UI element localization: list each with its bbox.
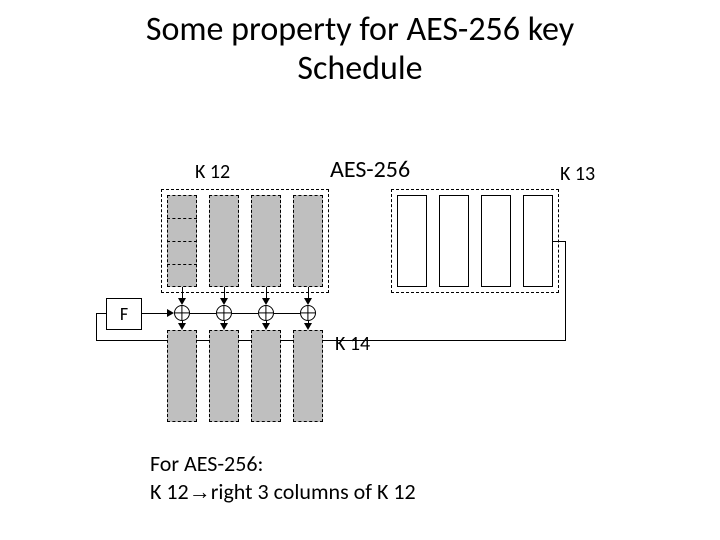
arrowhead-down-icon bbox=[178, 323, 186, 330]
k12-col-2 bbox=[251, 195, 281, 287]
xor-icon bbox=[258, 305, 274, 321]
caption-line1: For AES-256: bbox=[150, 450, 263, 477]
caption-line2-prefix: K 12 bbox=[150, 478, 189, 505]
label-k13: K 13 bbox=[560, 162, 595, 186]
arrow-right-icon: → bbox=[189, 479, 211, 504]
k12-col-0-tick bbox=[167, 218, 197, 219]
wire bbox=[96, 313, 97, 340]
arrowhead-down-icon bbox=[262, 298, 270, 305]
k12-col-0-tick bbox=[167, 264, 197, 265]
page-title: Some property for AES-256 key Schedule bbox=[80, 10, 640, 88]
label-center: AES-256 bbox=[330, 155, 410, 184]
k13-col-2 bbox=[481, 195, 511, 287]
wire bbox=[190, 313, 216, 314]
wire bbox=[553, 241, 566, 242]
arrowhead-down-icon bbox=[178, 298, 186, 305]
k13-col-0 bbox=[397, 195, 427, 287]
arrowhead-down-icon bbox=[262, 323, 270, 330]
arrowhead-down-icon bbox=[304, 323, 312, 330]
arrowhead-down-icon bbox=[220, 323, 228, 330]
f-box: F bbox=[106, 298, 142, 330]
label-k12: K 12 bbox=[195, 160, 230, 184]
k14-col-1 bbox=[209, 330, 239, 422]
wire bbox=[232, 313, 258, 314]
caption-line2-suffix: right 3 columns of K 12 bbox=[211, 478, 416, 505]
wire bbox=[274, 313, 300, 314]
xor-icon bbox=[216, 305, 232, 321]
k12-col-1 bbox=[209, 195, 239, 287]
wire bbox=[142, 313, 168, 314]
k14-col-2 bbox=[251, 330, 281, 422]
k12-col-0-tick bbox=[167, 241, 197, 242]
k12-col-3 bbox=[293, 195, 323, 287]
arrowhead-down-icon bbox=[220, 298, 228, 305]
k14-col-3 bbox=[293, 330, 323, 422]
caption: For AES-256: K 12→right 3 columns of K 1… bbox=[150, 450, 416, 505]
k14-col-0 bbox=[167, 330, 197, 422]
xor-icon bbox=[174, 305, 190, 321]
wire bbox=[565, 313, 566, 341]
k13-col-3 bbox=[523, 195, 553, 287]
arrowhead-right-icon bbox=[167, 309, 174, 317]
wire bbox=[96, 313, 106, 314]
label-k14: K 14 bbox=[335, 332, 370, 356]
xor-icon bbox=[300, 305, 316, 321]
arrowhead-down-icon bbox=[304, 298, 312, 305]
wire bbox=[565, 241, 566, 313]
k13-col-1 bbox=[439, 195, 469, 287]
